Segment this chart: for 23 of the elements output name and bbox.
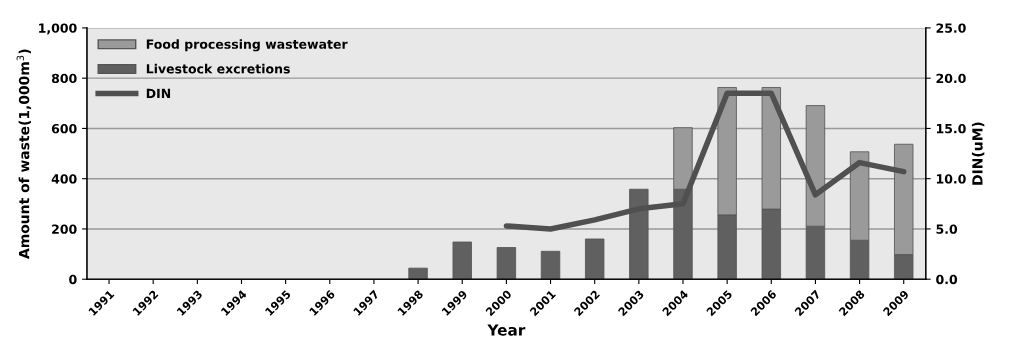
x-axis-title: Year	[487, 324, 526, 336]
bar	[452, 241, 472, 280]
y2-tick-label: 0.0	[936, 274, 958, 285]
y2-tick-label: 10.0	[936, 174, 966, 184]
legend-label: Food processing wastewater	[146, 39, 348, 52]
y-axis-title: Amount of waste(1,000m$^{3}$)	[16, 49, 32, 259]
y2-tick-label: 5.0	[936, 224, 958, 234]
legend-label: DIN	[146, 88, 171, 98]
y2-axis-title: DIN(uM)	[971, 122, 985, 185]
y-tick-label: 0	[69, 274, 77, 285]
bar	[408, 267, 428, 280]
y2-tick-label: 15.0	[936, 123, 966, 134]
bar	[540, 250, 561, 280]
y-tick-label: 1,000	[39, 23, 77, 35]
y2-tick-label: 25.0	[936, 23, 966, 33]
legend-label: Livestock excretions	[146, 63, 290, 74]
y-tick-label: 200	[52, 224, 77, 234]
bar	[584, 238, 605, 280]
y-tick-label: 800	[51, 73, 77, 84]
y-tick-label: 600	[51, 123, 77, 134]
y2-tick-label: 20.0	[936, 73, 966, 84]
y-tick-label: 400	[51, 174, 77, 184]
bar	[496, 247, 517, 280]
